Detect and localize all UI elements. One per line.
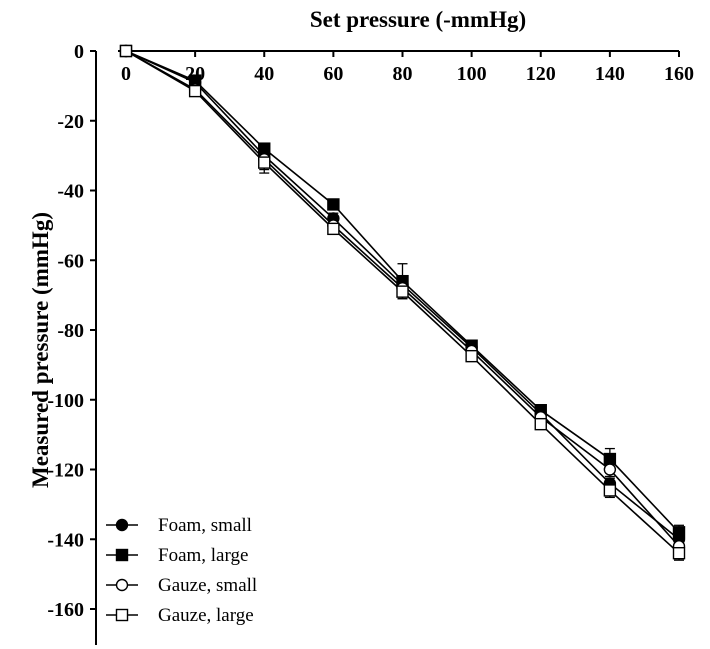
x-tick-label: 140 bbox=[595, 63, 625, 85]
series-markers bbox=[119, 44, 686, 560]
axes: 0 20 40 60 80 100 120 140 1600-20-40-60-80-100-1… bbox=[47, 41, 694, 645]
legend-marker-gauze-small bbox=[115, 578, 129, 592]
point-foam-large bbox=[603, 452, 617, 466]
point-gauze-small bbox=[603, 463, 617, 476]
point-gauze-large bbox=[258, 156, 271, 169]
legend-marker-foam-large bbox=[115, 548, 129, 562]
y-tick-label: -160 bbox=[47, 599, 84, 621]
y-tick-label: -40 bbox=[57, 181, 84, 203]
y-tick-label: -120 bbox=[47, 460, 84, 482]
point-gauze-large bbox=[396, 285, 409, 298]
y-tick-label: -80 bbox=[57, 320, 84, 342]
point-gauze-large bbox=[672, 547, 686, 560]
point-foam-large bbox=[327, 198, 340, 211]
point-gauze-large bbox=[465, 349, 478, 363]
y-tick-label: -140 bbox=[47, 529, 84, 551]
x-tick-label: 40 bbox=[254, 63, 274, 85]
point-foam-large bbox=[672, 526, 686, 539]
point-gauze-large bbox=[188, 84, 202, 98]
point-gauze-large bbox=[603, 484, 617, 497]
point-gauze-large bbox=[119, 44, 133, 58]
y-tick-label: -100 bbox=[47, 390, 84, 412]
legend-marker-foam-small bbox=[115, 518, 129, 532]
legend-label-gauze-small: Gauze, small bbox=[158, 575, 257, 596]
y-tick-label: 0 bbox=[74, 41, 84, 63]
x-tick-label: 100 bbox=[457, 63, 487, 85]
legend-marker-gauze-large bbox=[115, 608, 129, 622]
x-tick-label: 60 bbox=[323, 63, 343, 85]
x-tick-label: 160 bbox=[664, 63, 694, 85]
x-tick-label: 120 bbox=[526, 63, 556, 85]
legend: Foam, small Foam, large Gauze, small Gauze,… bbox=[106, 515, 257, 626]
y-tick-label: -60 bbox=[57, 250, 84, 272]
legend-label-foam-small: Foam, small bbox=[158, 515, 252, 536]
series-lines bbox=[125, 50, 680, 554]
legend-label-gauze-large: Gauze, large bbox=[158, 605, 254, 626]
legend-label-foam-large: Foam, large bbox=[158, 545, 248, 566]
y-axis-title: Measured pressure (mmHg) bbox=[28, 212, 53, 488]
point-gauze-large bbox=[534, 417, 547, 431]
x-tick-label: 0 bbox=[121, 63, 131, 85]
x-axis-title: Set pressure (-mmHg) bbox=[310, 7, 526, 32]
point-foam-large bbox=[258, 142, 271, 155]
y-tick-label: -20 bbox=[57, 111, 84, 133]
series-line-gauze-large bbox=[125, 50, 680, 554]
x-tick-label: 80 bbox=[393, 63, 413, 85]
point-gauze-large bbox=[327, 222, 340, 236]
